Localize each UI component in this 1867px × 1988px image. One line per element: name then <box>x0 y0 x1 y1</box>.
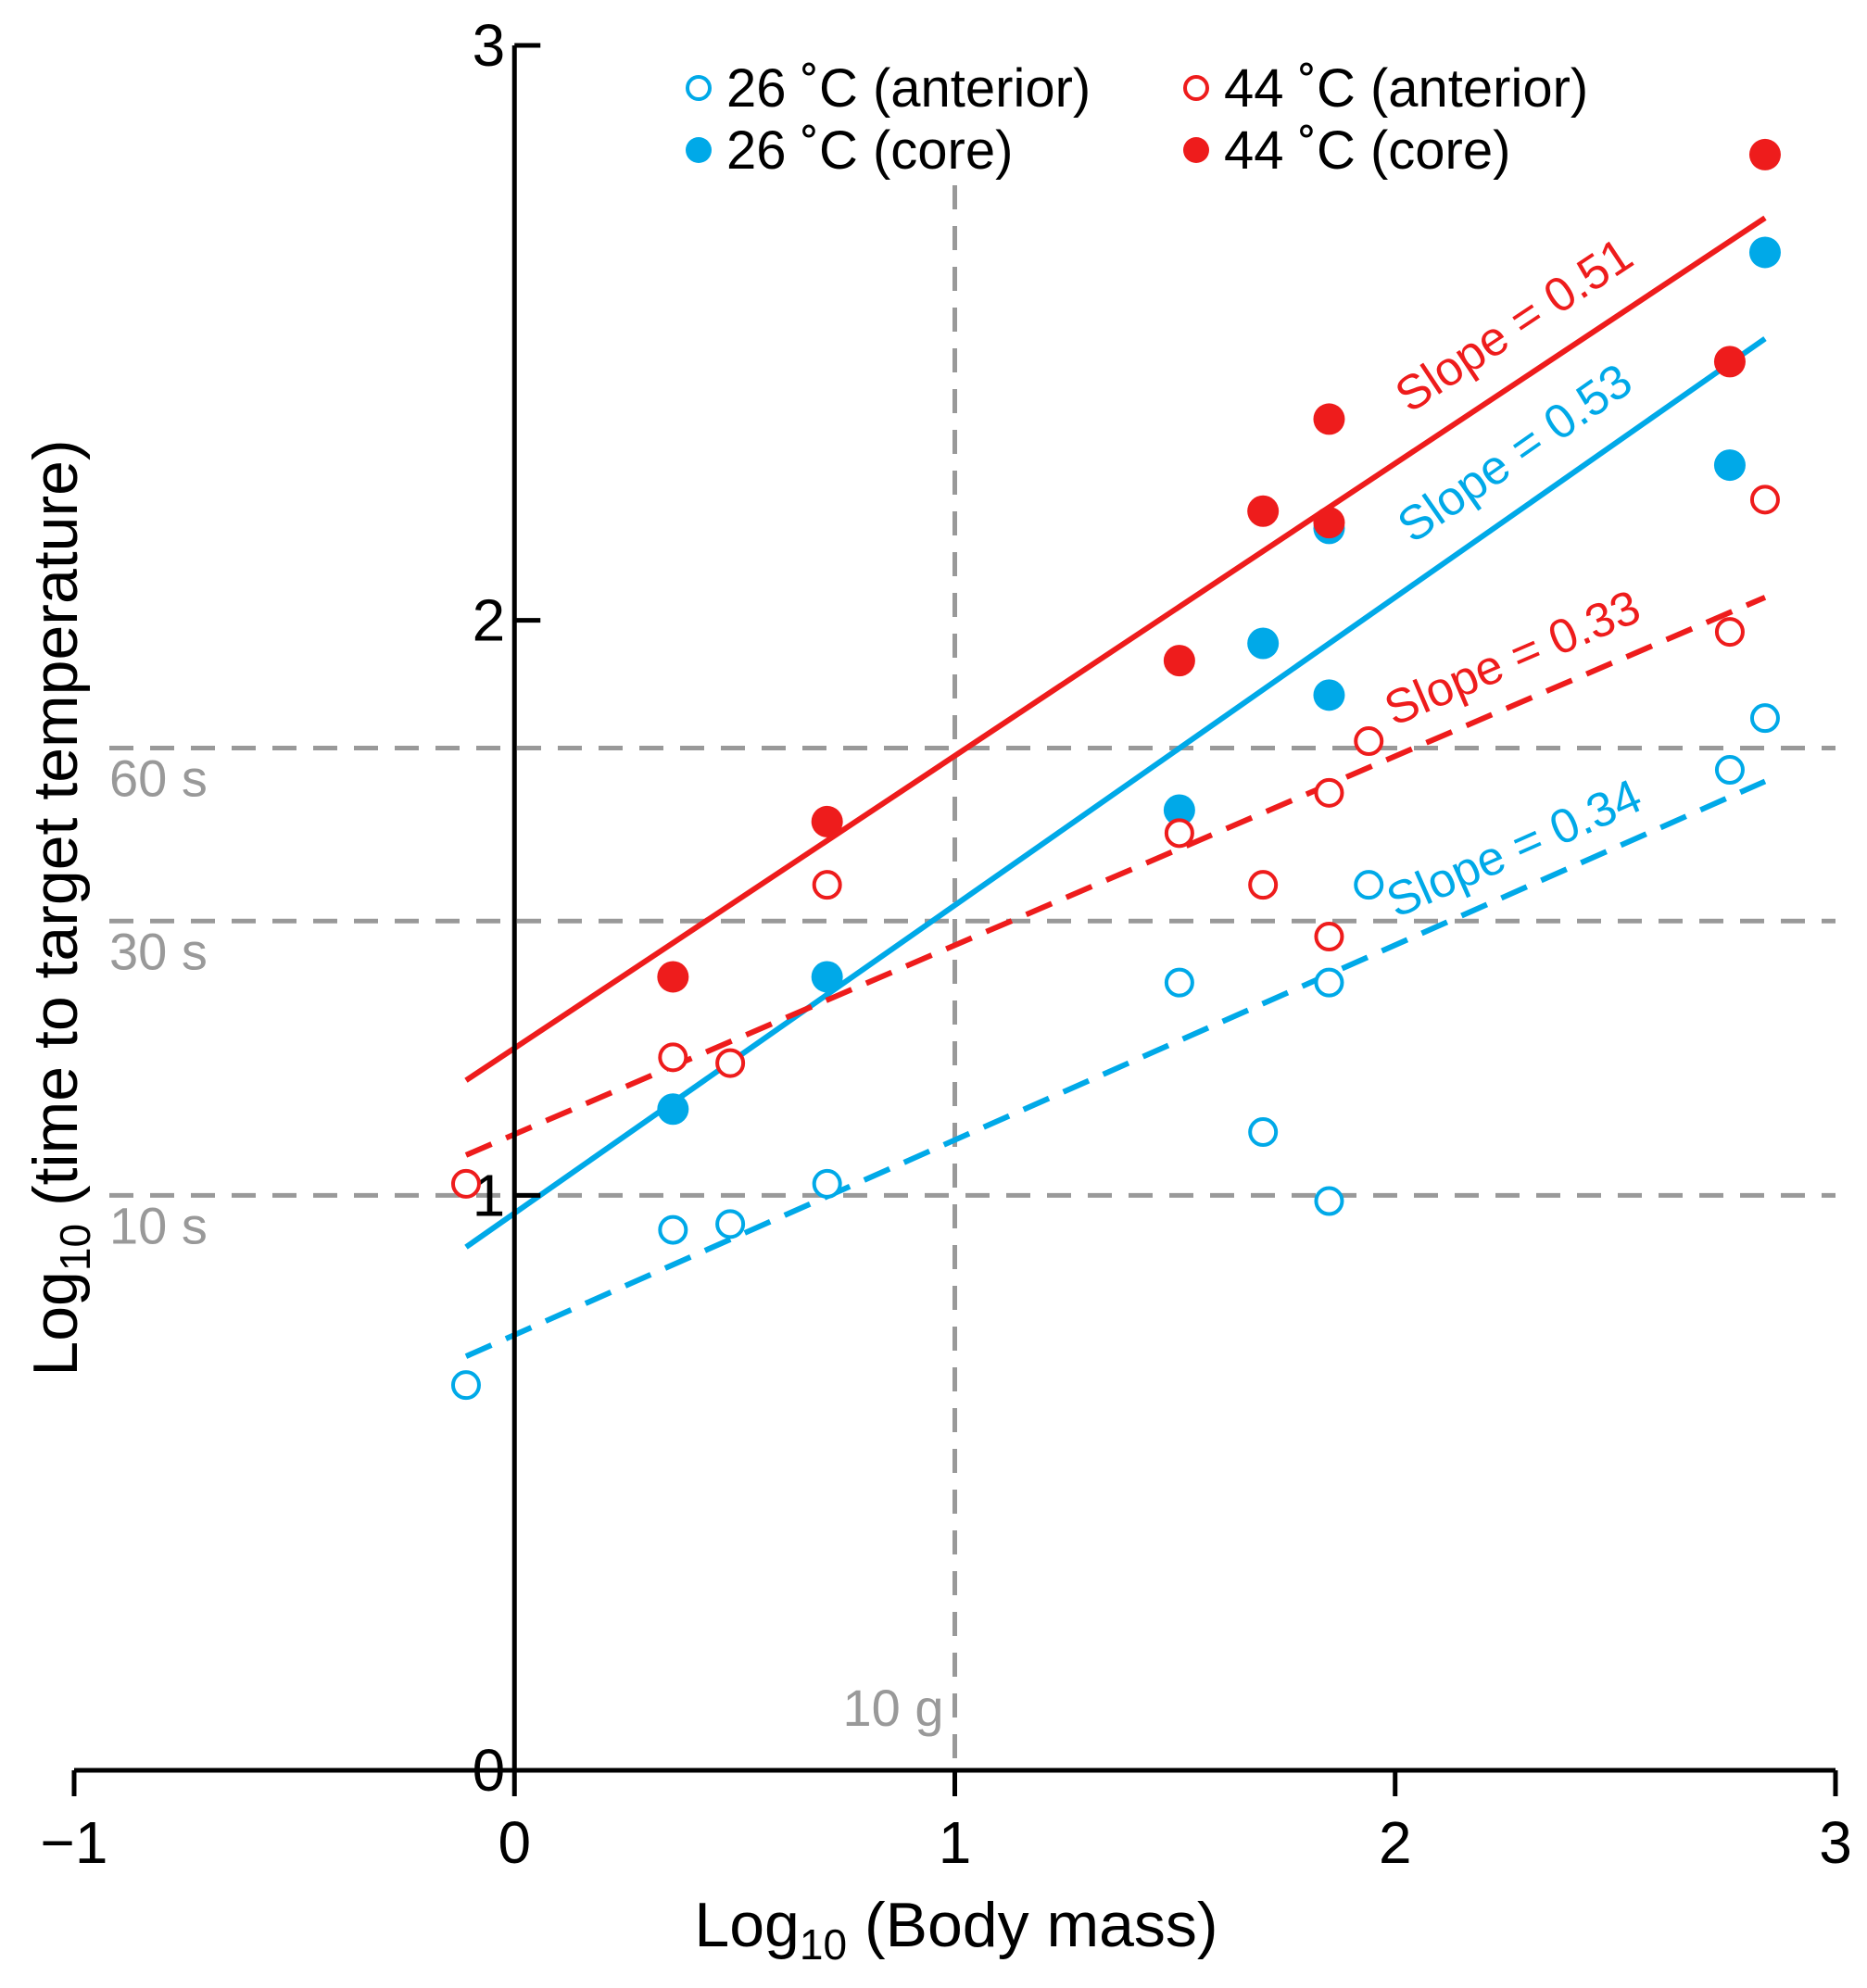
data-point <box>1314 777 1344 808</box>
data-point <box>1247 495 1280 527</box>
data-point <box>658 1214 688 1245</box>
data-point <box>658 1042 688 1073</box>
data-point <box>1247 627 1280 660</box>
x-axis-title: Log10 (Body mass) <box>694 1890 1217 1969</box>
fit-line-0 <box>464 778 1767 1359</box>
y-tick-label: 1 <box>473 1162 506 1228</box>
data-point <box>1748 236 1781 269</box>
y-tick-label: 0 <box>473 1737 506 1804</box>
data-point <box>812 870 842 900</box>
data-point <box>1314 967 1344 998</box>
x-tick-label: 0 <box>498 1809 531 1876</box>
data-point <box>1748 138 1781 170</box>
data-point <box>1714 755 1745 786</box>
x-tick-label: 1 <box>939 1809 972 1876</box>
data-point <box>811 961 843 993</box>
legend-label-0: 26 ˚C (anterior) <box>726 58 1091 119</box>
fit-line-1 <box>464 336 1767 1250</box>
data-point <box>1163 794 1195 826</box>
legend-label-2: 44 ˚C (anterior) <box>1224 58 1588 119</box>
legend: 26 ˚C (anterior)26 ˚C (core) 44 ˚C (anter… <box>686 58 1588 181</box>
reference-label-10s: 10 s <box>109 1196 208 1254</box>
data-point <box>1164 818 1194 849</box>
data-point <box>450 1370 481 1401</box>
data-point <box>1714 617 1745 648</box>
data-point <box>450 1168 481 1199</box>
data-point <box>1313 403 1345 435</box>
fit-line-3 <box>464 215 1767 1083</box>
y-tick-label: 2 <box>473 587 506 654</box>
data-point <box>1313 507 1345 539</box>
data-point <box>1313 679 1345 711</box>
data-point <box>1314 1186 1344 1216</box>
x-tick-label: 2 <box>1379 1809 1412 1876</box>
data-points <box>450 138 1781 1401</box>
data-point <box>657 1093 689 1126</box>
data-point <box>811 805 843 837</box>
reference-lines: 60 s 30 s 10 s 10 g <box>109 185 1835 1770</box>
data-point <box>1354 870 1384 900</box>
legend-marker-3 <box>1183 137 1209 163</box>
data-point <box>715 1048 746 1078</box>
data-point <box>1749 703 1780 734</box>
data-point <box>1248 1117 1279 1148</box>
data-point <box>1314 922 1344 952</box>
legend-marker-1 <box>686 137 712 163</box>
data-point <box>1749 484 1780 515</box>
x-tick-label: −1 <box>41 1809 108 1876</box>
slope-label-2: Slope = 0.33 <box>1377 580 1648 736</box>
data-point <box>1713 346 1746 378</box>
data-point <box>1163 645 1195 677</box>
data-point <box>657 961 689 993</box>
reference-label-60s: 60 s <box>109 749 208 807</box>
slope-label-group-0: Slope = 0.34 <box>1379 769 1649 928</box>
legend-marker-2 <box>1183 75 1209 101</box>
legend-marker-0 <box>686 75 712 101</box>
slope-label-0: Slope = 0.34 <box>1379 769 1649 928</box>
legend-label-3: 44 ˚C (core) <box>1224 120 1510 181</box>
data-point <box>1164 967 1194 998</box>
data-point <box>1713 449 1746 482</box>
data-point <box>1354 726 1384 757</box>
data-point <box>812 1168 842 1199</box>
y-tick-label: 3 <box>473 12 506 79</box>
y-axis-title: Log10 (time to target temperature) <box>20 439 99 1376</box>
data-point <box>1248 870 1279 900</box>
ticks: −1 0 1 2 3 0 1 2 3 <box>41 12 1852 1876</box>
reference-label-10g: 10 g <box>843 1679 944 1737</box>
x-tick-label: 3 <box>1819 1809 1852 1876</box>
reference-label-30s: 30 s <box>109 922 208 980</box>
legend-label-1: 26 ˚C (core) <box>726 120 1013 181</box>
slope-label-group-2: Slope = 0.33 <box>1377 580 1648 736</box>
data-point <box>715 1209 746 1239</box>
